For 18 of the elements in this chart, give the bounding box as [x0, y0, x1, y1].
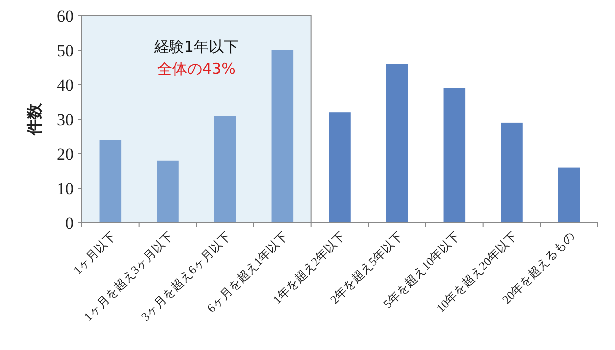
y-axis-title: 件数: [25, 102, 44, 136]
bar: [501, 122, 523, 223]
bar: [329, 112, 351, 223]
bar: [157, 160, 179, 223]
y-tick-label: 10: [57, 180, 74, 198]
bar: [386, 64, 408, 223]
bar: [100, 140, 122, 223]
bar: [214, 116, 236, 223]
band-label: 経験1年以下: [153, 38, 239, 56]
y-tick-label: 20: [57, 145, 74, 164]
annotation: 全体の43%: [157, 60, 236, 78]
bar: [444, 88, 466, 223]
bar: [272, 50, 294, 223]
y-tick-label: 30: [57, 110, 74, 130]
bar: [558, 168, 580, 223]
y-tick-label: 40: [57, 76, 74, 95]
y-tick-label: 60: [57, 7, 74, 26]
y-tick-label: 50: [57, 42, 74, 60]
